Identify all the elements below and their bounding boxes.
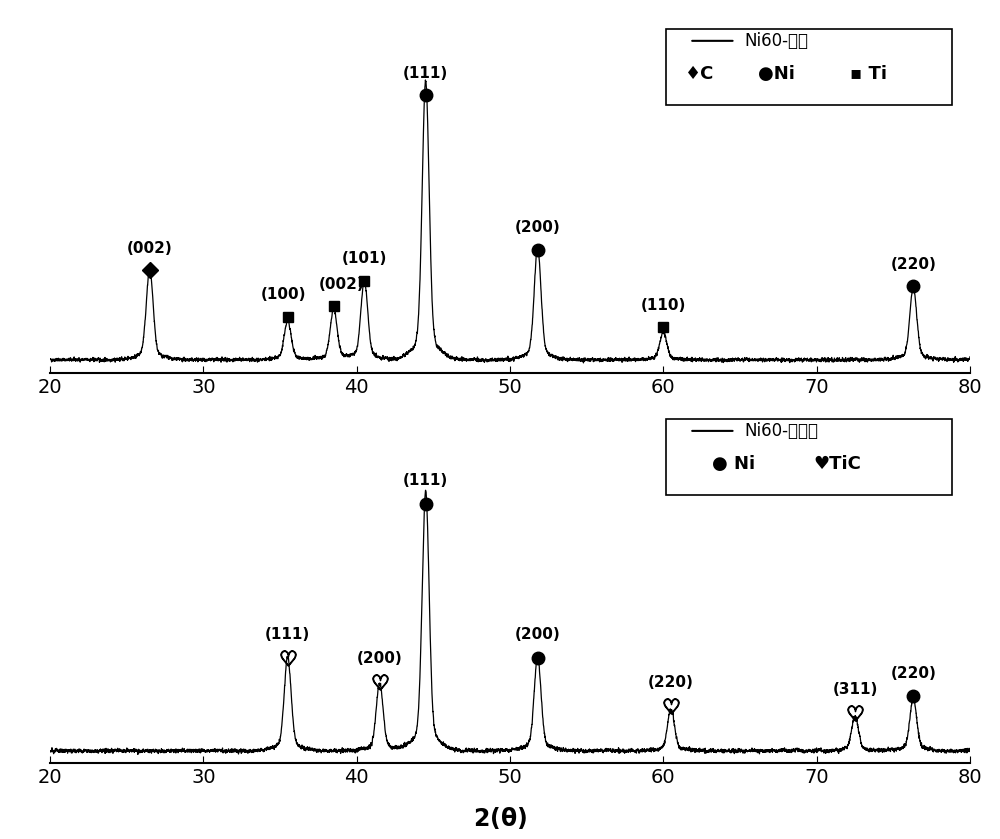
Text: (311): (311) [832,682,878,697]
Text: (220): (220) [890,665,936,680]
Text: (111): (111) [403,473,448,488]
Text: (111): (111) [265,628,310,642]
Text: (220): (220) [648,675,694,690]
Text: (101): (101) [342,252,387,266]
Text: (200): (200) [357,651,403,666]
Text: (220): (220) [890,257,936,272]
Text: ●Ni: ●Ni [758,65,795,83]
Text: (002): (002) [318,277,364,292]
Text: $\mathbf{2(\theta)}$: $\mathbf{2(\theta)}$ [473,805,527,831]
Text: (002): (002) [127,241,173,256]
Text: (110): (110) [641,298,686,313]
Text: (100): (100) [260,288,306,303]
Text: (200): (200) [515,628,560,642]
Text: Ni60-烧结后: Ni60-烧结后 [745,422,819,440]
Text: ▪ Ti: ▪ Ti [850,65,887,83]
Bar [666,419,952,495]
Text: (111): (111) [403,65,448,81]
Text: ● Ni: ● Ni [712,455,756,473]
Bar [666,29,952,105]
Text: Ni60-素胚: Ni60-素胚 [745,32,809,50]
Text: ♦C: ♦C [685,65,714,83]
Text: (200): (200) [515,221,560,236]
Text: ♥TiC: ♥TiC [814,455,861,473]
